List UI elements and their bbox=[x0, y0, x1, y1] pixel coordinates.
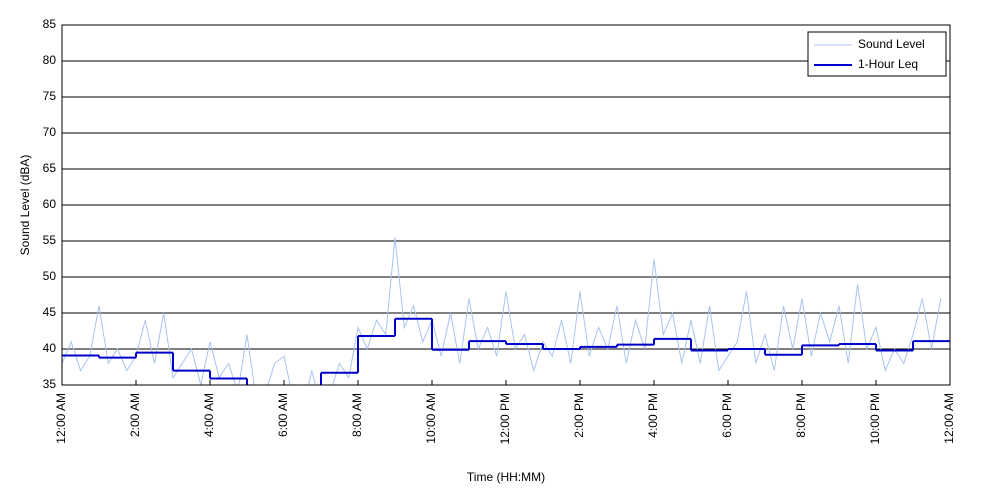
legend-box bbox=[807, 31, 947, 77]
x-tick-label: 4:00 AM bbox=[202, 393, 216, 437]
y-tick-label: 40 bbox=[43, 341, 57, 355]
x-tick-label: 8:00 AM bbox=[350, 393, 364, 437]
x-tick-label: 2:00 PM bbox=[572, 393, 586, 438]
x-tick-label: 12:00 AM bbox=[54, 393, 68, 444]
x-tick-label: 2:00 AM bbox=[128, 393, 142, 437]
x-tick-label: 10:00 PM bbox=[868, 393, 882, 444]
x-tick-label: 6:00 AM bbox=[276, 393, 290, 437]
x-tick-label: 4:00 PM bbox=[646, 393, 660, 438]
y-tick-label: 55 bbox=[43, 233, 57, 247]
x-axis-label: Time (HH:MM) bbox=[467, 470, 545, 484]
y-tick-label: 75 bbox=[43, 89, 57, 103]
legend-label: 1-Hour Leq bbox=[858, 57, 918, 71]
y-tick-label: 60 bbox=[43, 197, 57, 211]
y-tick-label: 35 bbox=[43, 377, 57, 391]
y-tick-label: 85 bbox=[43, 17, 57, 31]
x-tick-label: 6:00 PM bbox=[720, 393, 734, 438]
legend: Sound Level 1-Hour Leq bbox=[807, 31, 947, 77]
x-tick-label: 8:00 PM bbox=[794, 393, 808, 438]
legend-label: Sound Level bbox=[858, 37, 925, 51]
plot-area bbox=[62, 25, 950, 385]
y-tick-label: 70 bbox=[43, 125, 57, 139]
sound-level-line bbox=[62, 237, 942, 385]
x-tick-label: 10:00 AM bbox=[424, 393, 438, 444]
y-tick-label: 80 bbox=[43, 53, 57, 67]
y-axis-label: Sound Level (dBA) bbox=[18, 155, 32, 256]
y-tick-label: 50 bbox=[43, 269, 57, 283]
x-tick-label: 12:00 AM bbox=[942, 393, 956, 444]
y-tick-label: 65 bbox=[43, 161, 57, 175]
x-tick-label: 12:00 PM bbox=[498, 393, 512, 444]
y-tick-label: 45 bbox=[43, 305, 57, 319]
